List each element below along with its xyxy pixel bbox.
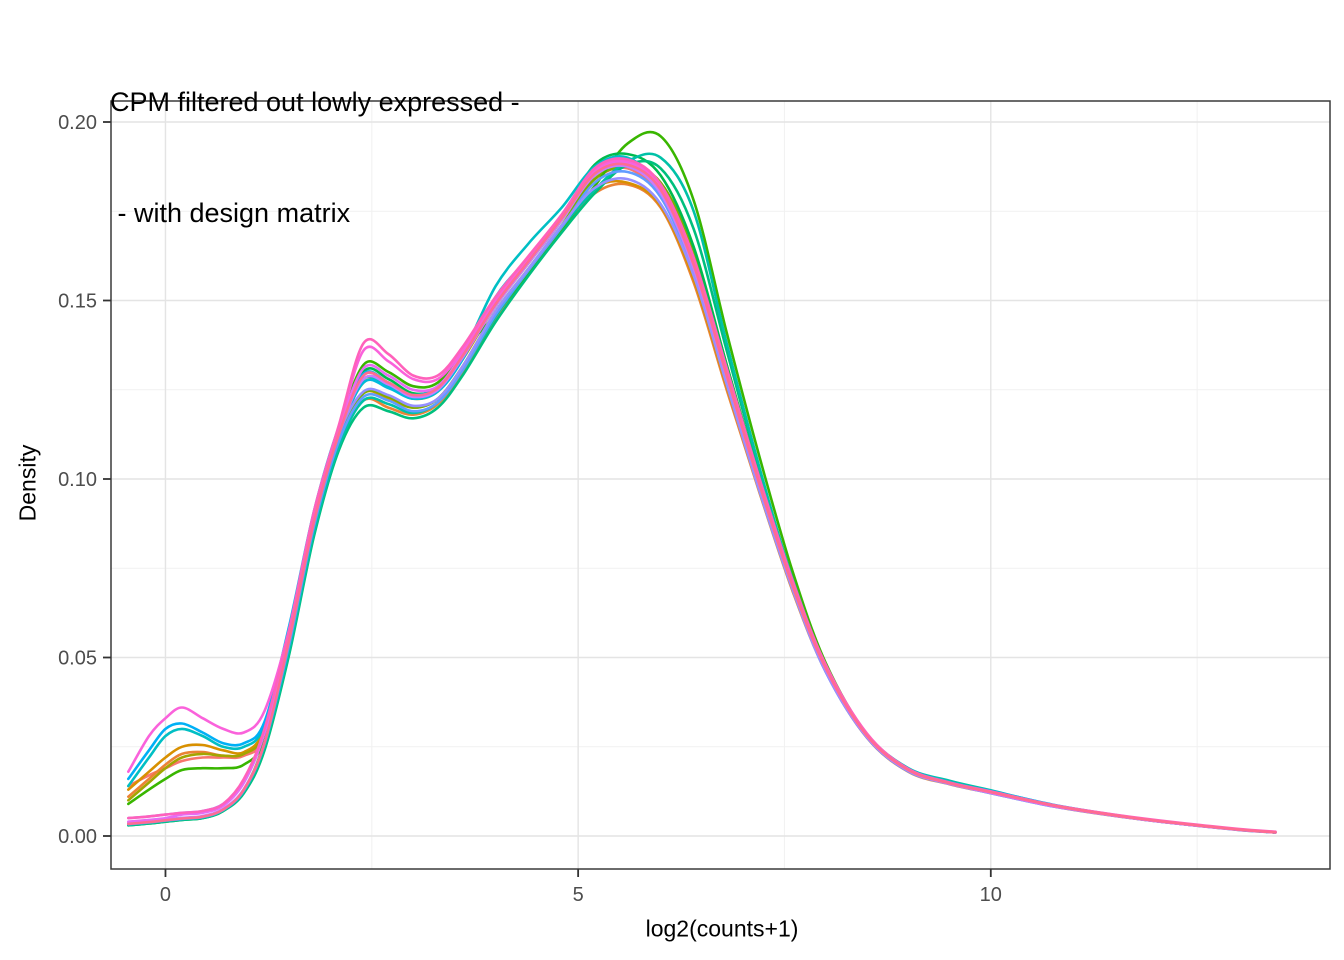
plot-title: CPM filtered out lowly expressed - - wit… bbox=[110, 10, 520, 306]
y-tick-label: 0.00 bbox=[58, 826, 97, 848]
y-tick-label: 0.15 bbox=[58, 291, 97, 313]
x-tick-label: 0 bbox=[160, 884, 171, 906]
density-curve bbox=[127, 162, 1277, 834]
x-tick-label: 10 bbox=[980, 884, 1002, 906]
x-axis-title: log2(counts+1) bbox=[645, 915, 799, 942]
y-tick-label: 0.10 bbox=[58, 469, 97, 491]
y-axis-title: Density bbox=[14, 444, 41, 522]
plot-title-line1: CPM filtered out lowly expressed - bbox=[110, 87, 520, 117]
plot-title-line2: - with design matrix bbox=[110, 198, 351, 228]
y-tick-label: 0.20 bbox=[58, 112, 97, 134]
panel-border bbox=[110, 100, 1331, 870]
y-tick-label: 0.05 bbox=[58, 648, 97, 670]
x-tick-label: 5 bbox=[573, 884, 584, 906]
plot-panel bbox=[111, 101, 1330, 869]
